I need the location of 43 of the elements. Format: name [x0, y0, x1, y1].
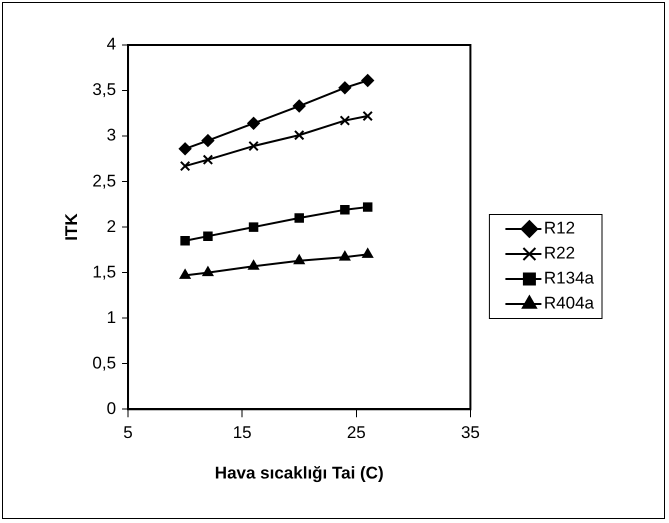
point	[340, 205, 350, 215]
point	[180, 236, 190, 246]
legend-label: R404a	[544, 294, 595, 313]
legend-label: R134a	[544, 268, 595, 288]
point	[294, 130, 304, 140]
point	[248, 260, 260, 270]
point	[202, 154, 214, 165]
legend-label: R12	[544, 218, 576, 238]
point	[362, 248, 374, 258]
y-tick-label: 2,5	[92, 171, 116, 190]
point	[339, 250, 351, 261]
point	[180, 160, 190, 172]
x-tick-label: 25	[346, 423, 366, 442]
y-tick-label: 0,5	[92, 353, 116, 372]
point	[202, 266, 214, 276]
point	[338, 81, 352, 94]
y-tick-label: 4	[106, 34, 116, 54]
x-tick-label: 15	[232, 423, 252, 442]
point	[247, 116, 260, 130]
point	[362, 202, 372, 212]
x-tick-label: 5	[123, 423, 133, 442]
x-axis-title: Hava sıcaklığı Tai (C)	[214, 463, 384, 482]
legend-label: R22	[544, 244, 576, 263]
point	[179, 268, 191, 279]
y-tick-label: 2	[106, 216, 116, 236]
point	[294, 213, 304, 223]
y-tick-label: 0	[106, 398, 116, 418]
point	[248, 222, 258, 232]
y-axis-title: ITK	[62, 212, 81, 241]
point	[340, 115, 350, 126]
point	[201, 134, 214, 148]
point	[361, 74, 374, 88]
point	[294, 254, 305, 264]
y-tick-label: 1,5	[92, 262, 116, 282]
y-tick-label: 3,5	[92, 80, 116, 100]
y-tick-label: 1	[106, 308, 116, 327]
y-tick-label: 3	[106, 126, 116, 145]
point	[362, 110, 373, 122]
x-tick-label: 35	[460, 423, 480, 442]
point	[203, 231, 213, 241]
point	[292, 100, 306, 113]
point	[248, 140, 259, 152]
point	[178, 142, 192, 156]
